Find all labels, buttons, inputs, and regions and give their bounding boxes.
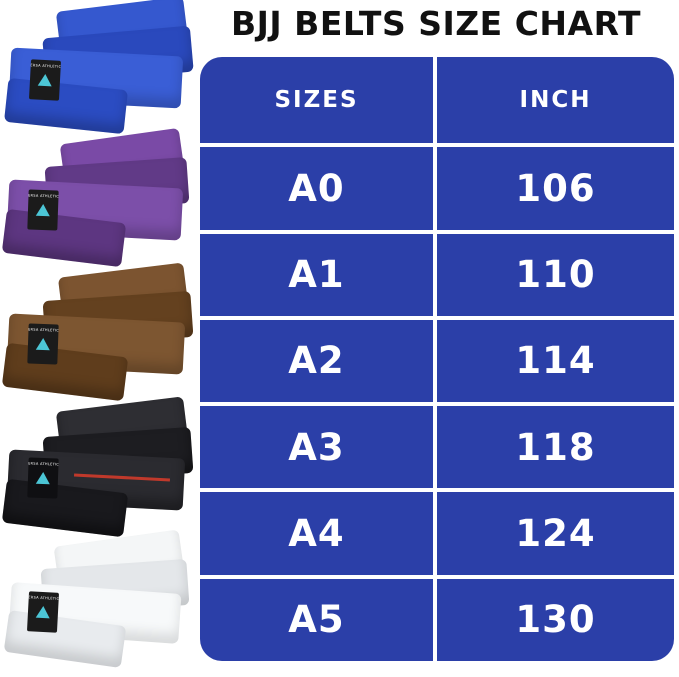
brand-label-text: VERSA ATHLETICS (27, 461, 59, 467)
inch-value: 106 (515, 166, 596, 210)
size-value: A5 (200, 578, 437, 661)
brand-label-tag: VERSA ATHLETICS (27, 189, 59, 231)
column-header-inch: INCH (519, 86, 592, 113)
table-row: A0 106 (200, 143, 674, 230)
size-value: A3 (200, 406, 437, 489)
brand-label-text: VERSA ATHLETICS (27, 193, 59, 199)
column-header-sizes: SIZES (200, 57, 437, 144)
size-value: A1 (200, 233, 437, 316)
table-row: A2 114 (200, 315, 674, 403)
triangle-logo-icon (35, 203, 51, 217)
triangle-logo-icon (35, 471, 51, 485)
brand-label-tag: VERSA ATHLETICS (27, 323, 59, 365)
belt-photo-blue: VERSA ATHLETICS (0, 0, 198, 135)
brand-label-text: VERSA ATHLETICS (26, 595, 60, 601)
page-title: BJJ BELTS SIZE CHART (230, 4, 642, 43)
size-value: A4 (200, 492, 437, 575)
table-header-row: SIZES INCH (200, 57, 674, 144)
inch-value: 130 (515, 598, 596, 642)
belt-photo-column: VERSA ATHLETICS VERSA ATHLETICS VERSA AT… (0, 0, 198, 677)
size-value: A0 (200, 147, 437, 230)
belt-photo-brown: VERSA ATHLETICS (0, 262, 198, 402)
triangle-logo-icon (35, 337, 51, 351)
triangle-logo-icon (37, 73, 53, 87)
size-chart-table: SIZES INCH A0 106 A1 110 A2 114 A3 118 A… (200, 57, 674, 661)
table-row: A3 118 (200, 402, 674, 489)
belt-photo-purple: VERSA ATHLETICS (0, 127, 198, 268)
brand-label-tag: VERSA ATHLETICS (26, 591, 60, 633)
belt-photo-black: VERSA ATHLETICS (0, 396, 198, 538)
brand-label-tag: VERSA ATHLETICS (27, 457, 59, 499)
inch-value: 118 (515, 425, 596, 469)
brand-label-text: VERSA ATHLETICS (28, 63, 62, 69)
table-row: A4 124 (200, 488, 674, 575)
inch-value: 124 (515, 511, 596, 555)
belt-photo-white: VERSA ATHLETICS (0, 529, 198, 669)
brand-label-text: VERSA ATHLETICS (27, 327, 59, 333)
triangle-logo-icon (35, 605, 51, 619)
size-value: A2 (200, 319, 437, 403)
inch-value: 110 (515, 253, 596, 297)
inch-value: 114 (515, 339, 596, 383)
table-row: A1 110 (200, 229, 674, 316)
table-row: A5 130 (200, 574, 674, 661)
brand-label-tag: VERSA ATHLETICS (28, 59, 62, 101)
